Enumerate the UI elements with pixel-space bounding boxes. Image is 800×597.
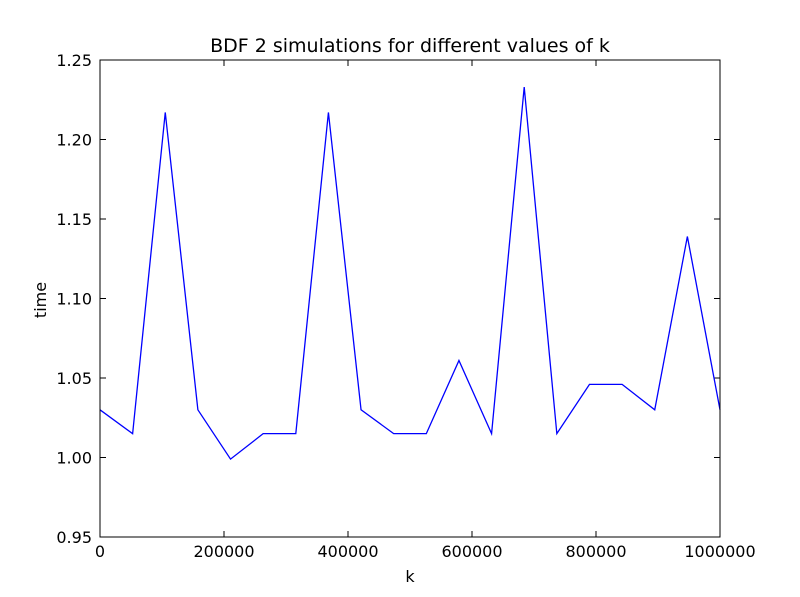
- y-tick-label: 1.20: [56, 131, 92, 150]
- x-tick-label: 0: [95, 542, 105, 561]
- y-tick-label: 1.25: [56, 51, 92, 70]
- x-axis-label: k: [405, 567, 415, 586]
- y-axis-label: time: [31, 282, 50, 318]
- x-tick-label: 1000000: [684, 542, 755, 561]
- x-tick-label: 800000: [565, 542, 626, 561]
- y-tick-label: 1.00: [56, 449, 92, 468]
- y-tick-label: 1.05: [56, 369, 92, 388]
- x-tick-label: 400000: [317, 542, 378, 561]
- ticks-layer: 0 200000 400000 600000 800000 1000000 0.95 1.00…: [56, 51, 755, 561]
- x-tick-label: 200000: [193, 542, 254, 561]
- series-line: [99, 86, 721, 461]
- chart-title: BDF 2 simulations for different values o…: [210, 35, 610, 57]
- series-layer: [99, 86, 721, 461]
- plot-frame: [99, 59, 721, 538]
- y-tick-label: 0.95: [56, 528, 92, 547]
- y-tick-label: 1.15: [56, 210, 92, 229]
- x-tick-label: 600000: [441, 542, 502, 561]
- y-tick-label: 1.10: [56, 290, 92, 309]
